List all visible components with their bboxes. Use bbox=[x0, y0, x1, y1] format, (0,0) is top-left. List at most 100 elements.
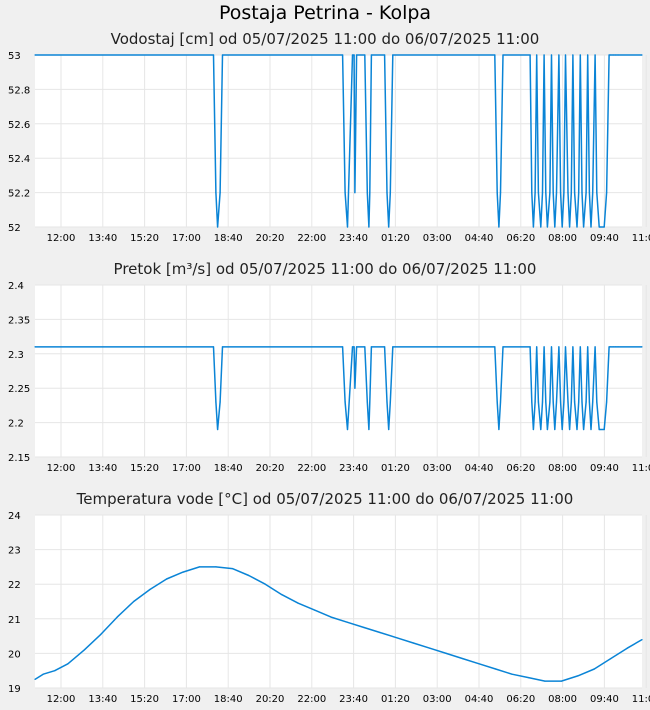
data-point bbox=[608, 54, 610, 56]
y-tick-label: 52.4 bbox=[8, 154, 30, 165]
data-point bbox=[592, 401, 594, 403]
data-point bbox=[342, 346, 344, 348]
data-point bbox=[366, 401, 368, 403]
data-point bbox=[574, 401, 576, 403]
data-point bbox=[166, 578, 168, 580]
y-tick-label: 52.2 bbox=[8, 189, 30, 200]
data-point bbox=[578, 192, 580, 194]
data-point bbox=[346, 428, 349, 431]
data-point bbox=[330, 616, 332, 618]
data-point bbox=[215, 192, 217, 194]
x-tick-label: 11:00 bbox=[632, 463, 650, 474]
data-point bbox=[588, 192, 591, 194]
data-point bbox=[603, 428, 605, 431]
y-tick-label: 2.25 bbox=[8, 384, 30, 395]
x-tick-label: 09:40 bbox=[590, 694, 619, 705]
data-point bbox=[598, 428, 600, 431]
data-point bbox=[549, 401, 551, 403]
data-point bbox=[593, 668, 595, 670]
data-point bbox=[219, 192, 221, 194]
x-tick-label: 06:20 bbox=[506, 463, 535, 474]
data-point bbox=[541, 401, 544, 403]
data-point bbox=[221, 54, 224, 56]
x-tick-label: 09:40 bbox=[590, 463, 619, 474]
x-tick-label: 03:00 bbox=[423, 233, 452, 244]
data-point bbox=[116, 616, 118, 618]
data-point bbox=[498, 226, 500, 228]
data-point bbox=[598, 226, 600, 228]
data-point bbox=[100, 633, 102, 636]
x-tick-label: 13:40 bbox=[88, 233, 117, 244]
data-point bbox=[560, 192, 562, 194]
data-point bbox=[579, 346, 581, 348]
data-point bbox=[588, 401, 591, 403]
data-point bbox=[606, 401, 608, 403]
y-tick-label: 20 bbox=[8, 649, 21, 660]
data-point bbox=[445, 652, 447, 655]
data-point bbox=[587, 346, 589, 348]
data-point bbox=[587, 54, 589, 56]
data-point bbox=[198, 566, 201, 568]
data-point bbox=[212, 346, 215, 348]
chart-3: Temperatura vode [°C] od 05/07/2025 11:0… bbox=[8, 490, 650, 705]
x-tick-label: 17:00 bbox=[172, 694, 201, 705]
data-point bbox=[496, 401, 498, 403]
data-point bbox=[641, 346, 643, 348]
x-tick-label: 01:20 bbox=[381, 233, 410, 244]
y-tick-label: 2.2 bbox=[8, 419, 24, 430]
data-point bbox=[370, 346, 372, 348]
data-point bbox=[217, 226, 219, 228]
data-point bbox=[386, 192, 388, 194]
data-point bbox=[583, 428, 585, 431]
chart-title: Temperatura vode [°C] od 05/07/2025 11:0… bbox=[76, 490, 574, 508]
data-point bbox=[585, 192, 587, 194]
x-tick-label: 18:40 bbox=[214, 463, 243, 474]
x-tick-label: 18:40 bbox=[214, 694, 243, 705]
x-tick-label: 22:00 bbox=[297, 233, 326, 244]
x-tick-label: 15:20 bbox=[130, 233, 159, 244]
data-point bbox=[546, 428, 549, 431]
x-tick-label: 08:00 bbox=[548, 694, 577, 705]
data-point bbox=[248, 574, 250, 577]
data-point bbox=[600, 226, 602, 228]
data-point bbox=[579, 54, 581, 56]
data-point bbox=[34, 346, 36, 348]
data-point bbox=[594, 346, 596, 348]
data-point bbox=[67, 663, 69, 665]
data-point bbox=[496, 192, 498, 194]
data-point bbox=[182, 571, 184, 573]
x-tick-label: 06:20 bbox=[506, 233, 535, 244]
data-point bbox=[379, 632, 381, 634]
y-tick-label: 2.35 bbox=[8, 315, 30, 326]
data-point bbox=[366, 192, 368, 194]
data-point bbox=[212, 54, 215, 56]
data-point bbox=[346, 621, 349, 623]
y-tick-label: 22 bbox=[8, 580, 21, 591]
data-point bbox=[576, 226, 578, 228]
x-tick-label: 17:00 bbox=[172, 233, 201, 244]
data-point bbox=[550, 54, 553, 56]
data-point bbox=[149, 588, 151, 591]
data-point bbox=[215, 566, 217, 568]
y-tick-label: 52.8 bbox=[8, 85, 30, 96]
data-point bbox=[264, 583, 266, 585]
data-point bbox=[499, 192, 502, 194]
data-point bbox=[346, 226, 349, 228]
x-tick-label: 04:40 bbox=[465, 233, 494, 244]
plot-area bbox=[35, 55, 642, 227]
data-point bbox=[34, 678, 36, 681]
data-point bbox=[351, 346, 354, 348]
data-point bbox=[354, 192, 356, 194]
data-point bbox=[537, 192, 540, 194]
data-point bbox=[498, 428, 500, 431]
y-tick-label: 2.15 bbox=[8, 453, 30, 464]
data-point bbox=[536, 54, 538, 56]
x-tick-label: 01:20 bbox=[381, 694, 410, 705]
data-point bbox=[541, 192, 544, 194]
data-point bbox=[356, 54, 358, 56]
data-point bbox=[560, 401, 562, 403]
data-point bbox=[610, 346, 612, 348]
data-point bbox=[558, 346, 560, 348]
data-point bbox=[386, 401, 388, 403]
series-line bbox=[35, 346, 642, 431]
